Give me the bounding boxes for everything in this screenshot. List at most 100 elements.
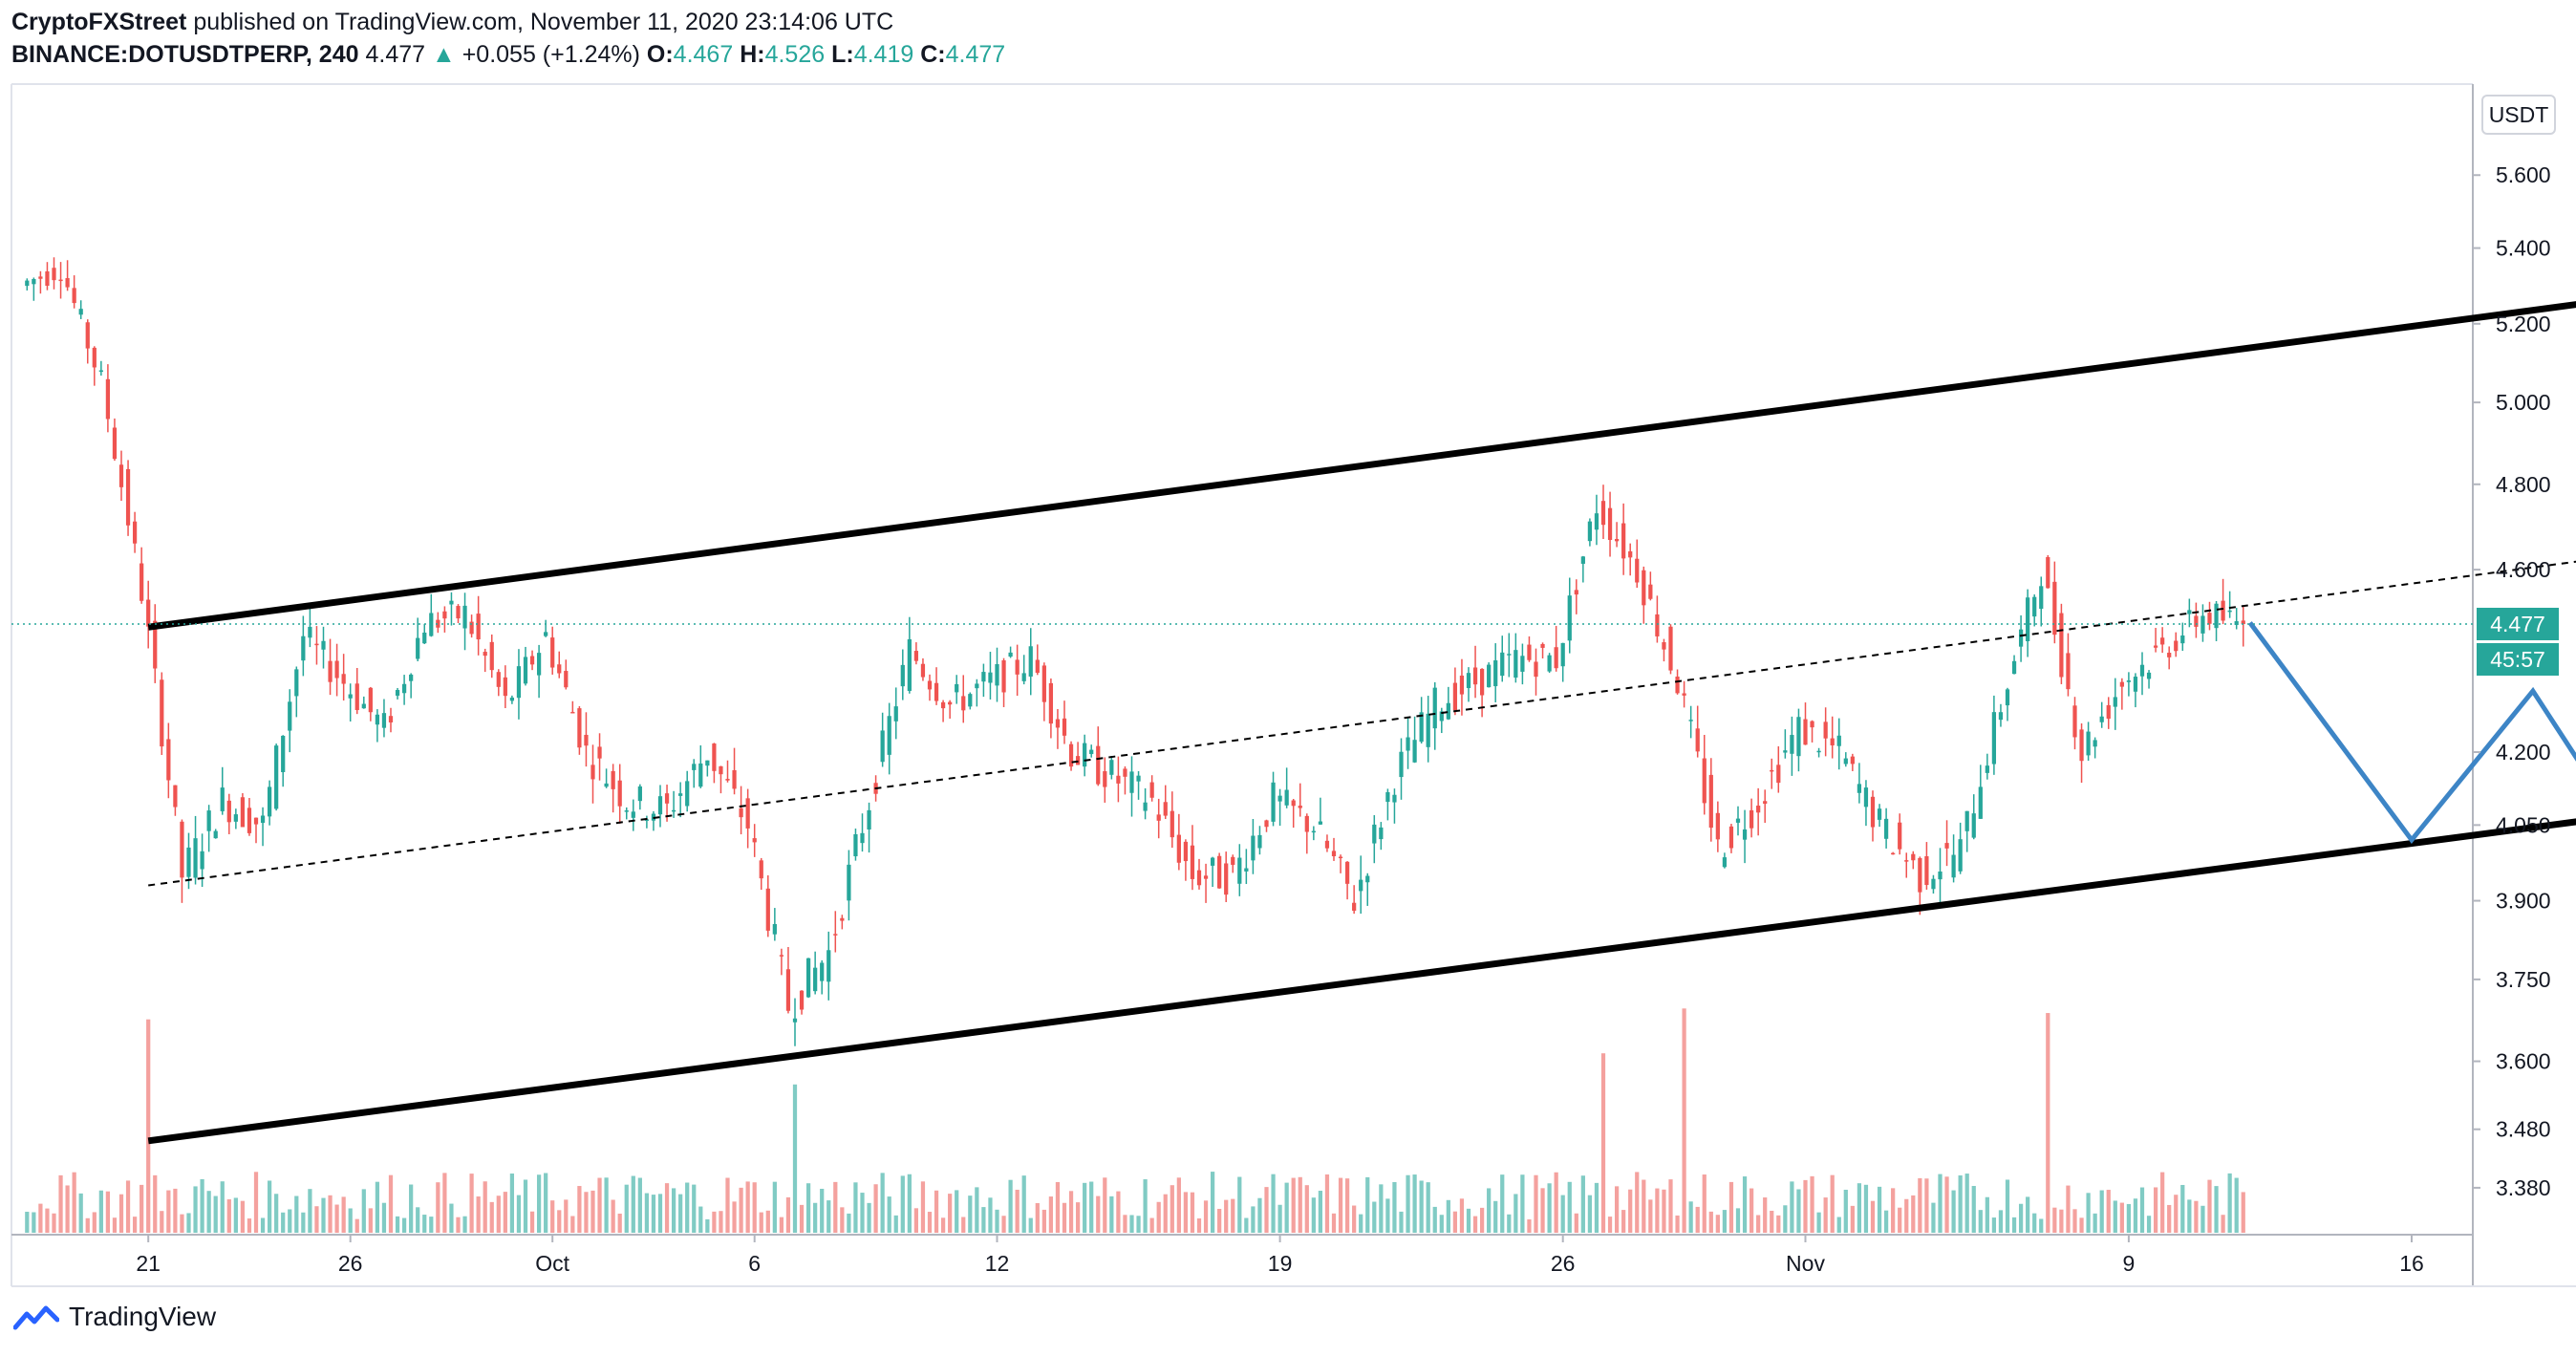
candle-body <box>180 821 184 878</box>
mid-channel-dashed-line[interactable] <box>148 535 2576 887</box>
volume-bar <box>193 1186 198 1233</box>
low-value: 4.419 <box>853 41 914 68</box>
price-tick-label: 4.600 <box>2496 557 2551 582</box>
candle-body <box>1365 875 1370 883</box>
high-label: H: <box>740 41 765 68</box>
volume-bar <box>1149 1217 1154 1233</box>
candle-body <box>78 309 83 315</box>
volume-bar <box>1251 1206 1256 1233</box>
projection-path[interactable] <box>2247 395 2576 845</box>
candle-body <box>1722 857 1728 868</box>
candle-body <box>416 637 420 659</box>
volume-bar <box>1217 1209 1222 1233</box>
volume-bar <box>65 1185 70 1233</box>
candle-body <box>1682 693 1686 696</box>
candle-body <box>2221 600 2225 621</box>
candlesticks <box>25 257 2245 1046</box>
volume-bar <box>1816 1212 1821 1233</box>
volume-bar <box>52 1213 56 1233</box>
candle-body <box>469 621 474 635</box>
volume-bar <box>1015 1189 1020 1233</box>
volume-bar <box>409 1184 414 1233</box>
symbol-label[interactable]: BINANCE:DOTUSDTPERP, 240 <box>11 41 359 68</box>
volume-bar <box>995 1209 999 1233</box>
currency-button[interactable]: USDT <box>2481 95 2556 135</box>
volume-bar <box>348 1208 353 1233</box>
volume-bar <box>1446 1199 1450 1233</box>
candle-body <box>637 786 642 802</box>
lower-channel-line[interactable] <box>147 795 2576 1145</box>
candle-body <box>1688 720 1693 722</box>
volume-bar <box>692 1184 697 1233</box>
currency-label[interactable]: USDT <box>2489 102 2549 127</box>
volume-bar <box>368 1208 373 1233</box>
volume-bar <box>900 1175 905 1233</box>
upper-channel-line[interactable] <box>147 278 2576 631</box>
candle-body <box>657 796 663 815</box>
volume-bar <box>25 1212 30 1233</box>
candle-body <box>1675 677 1680 694</box>
volume-bar <box>1742 1176 1748 1233</box>
volume-bar <box>1190 1192 1195 1233</box>
tradingview-logo-icon[interactable] <box>13 1303 59 1331</box>
volume-bar <box>2214 1186 2219 1233</box>
volume-bar <box>294 1195 299 1233</box>
candle-body <box>1958 839 1963 872</box>
candle-body <box>1863 787 1869 808</box>
volume-bar <box>422 1215 427 1233</box>
candle-body <box>160 679 164 747</box>
volume-bar <box>1284 1182 1289 1233</box>
candle-body <box>631 811 635 818</box>
volume-bar <box>1021 1175 1026 1233</box>
volume-bar <box>826 1200 831 1233</box>
candle-body <box>1338 856 1343 859</box>
volume-bar <box>1749 1188 1754 1233</box>
volume-bar <box>2153 1187 2158 1233</box>
candle-body <box>1048 682 1054 724</box>
volume-bar <box>1291 1177 1296 1233</box>
volume-bar <box>462 1216 467 1233</box>
candle-body <box>624 810 629 812</box>
price-axis[interactable]: 5.600 5.400 5.200 5.000 4.800 4.600 4.200 4.050… <box>2473 162 2551 1200</box>
candle-body <box>2241 620 2245 624</box>
volume-bar <box>1035 1202 1040 1233</box>
volume-bar <box>1324 1174 1330 1233</box>
volume-bar <box>1911 1195 1916 1233</box>
candle-body <box>1419 712 1424 743</box>
volume-bar <box>1695 1206 1700 1233</box>
volume-bar <box>2200 1205 2205 1233</box>
volume-bar <box>631 1175 635 1233</box>
volume-bar <box>940 1217 946 1233</box>
volume-bar <box>893 1215 898 1233</box>
author-name[interactable]: CryptoFXStreet <box>11 9 187 35</box>
volume-bar <box>1735 1208 1741 1233</box>
tradingview-brand[interactable]: TradingView <box>69 1302 217 1331</box>
candle-body <box>1291 800 1296 807</box>
time-axis[interactable]: 2126Oct6121926Nov91623 <box>136 1235 2576 1276</box>
candle-body <box>644 819 650 821</box>
volume-bar <box>611 1199 615 1233</box>
candle-body <box>2180 635 2185 644</box>
price-change: +0.055 (+1.24%) <box>462 41 640 68</box>
price-tick-label: 4.800 <box>2496 472 2551 497</box>
volume-bar <box>1183 1192 1189 1233</box>
candle-body <box>907 638 912 691</box>
volume-bar <box>1237 1176 1242 1233</box>
candle-body <box>792 1018 798 1023</box>
volume-bar <box>1540 1188 1545 1233</box>
volume-bar <box>2052 1207 2057 1233</box>
low-label: L: <box>831 41 854 68</box>
candle-body <box>1062 718 1067 736</box>
candle-body <box>1924 856 1929 886</box>
candle-body <box>678 793 683 796</box>
candle-body <box>2207 613 2212 624</box>
volume-bar <box>395 1216 400 1233</box>
volume-bar <box>416 1207 420 1233</box>
volume-bar <box>2133 1198 2138 1233</box>
volume-bar <box>233 1197 238 1233</box>
candle-body <box>2072 705 2077 738</box>
candle-body <box>1001 659 1006 693</box>
volume-bar <box>146 1019 151 1233</box>
volume-bar <box>570 1216 575 1233</box>
